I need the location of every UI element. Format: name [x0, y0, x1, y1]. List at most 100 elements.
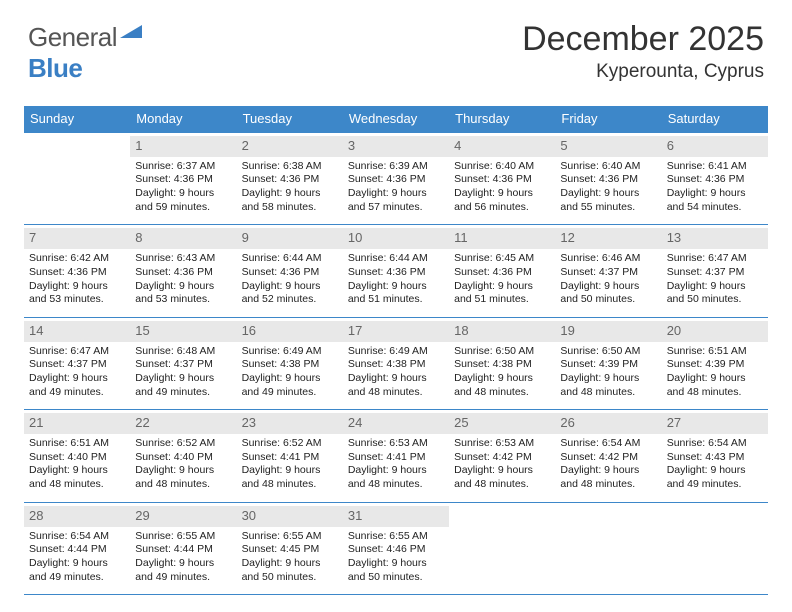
calendar-day-cell: 15Sunrise: 6:48 AMSunset: 4:37 PMDayligh… — [130, 318, 236, 409]
calendar-day-cell: 31Sunrise: 6:55 AMSunset: 4:46 PMDayligh… — [343, 503, 449, 594]
day-number: 3 — [343, 136, 449, 157]
day-number: 2 — [237, 136, 343, 157]
daylight-text-1: Daylight: 9 hours — [348, 464, 444, 478]
sunset-text: Sunset: 4:36 PM — [667, 173, 763, 187]
sunrise-text: Sunrise: 6:37 AM — [135, 160, 231, 174]
daylight-text-2: and 50 minutes. — [242, 571, 338, 585]
day-number: 19 — [555, 321, 661, 342]
daylight-text-2: and 48 minutes. — [667, 386, 763, 400]
day-number: 29 — [130, 506, 236, 527]
daylight-text-1: Daylight: 9 hours — [667, 280, 763, 294]
daylight-text-1: Daylight: 9 hours — [348, 372, 444, 386]
sunrise-text: Sunrise: 6:40 AM — [454, 160, 550, 174]
daylight-text-1: Daylight: 9 hours — [135, 187, 231, 201]
sunset-text: Sunset: 4:37 PM — [29, 358, 125, 372]
daylight-text-2: and 50 minutes. — [667, 293, 763, 307]
day-number: 22 — [130, 413, 236, 434]
sunrise-text: Sunrise: 6:52 AM — [135, 437, 231, 451]
calendar-day-cell: 18Sunrise: 6:50 AMSunset: 4:38 PMDayligh… — [449, 318, 555, 409]
sunset-text: Sunset: 4:38 PM — [454, 358, 550, 372]
day-number: 11 — [449, 228, 555, 249]
weekday-header: Friday — [555, 106, 661, 133]
day-number: 15 — [130, 321, 236, 342]
logo-word-2: Blue — [28, 53, 82, 83]
calendar-day-cell: 1Sunrise: 6:37 AMSunset: 4:36 PMDaylight… — [130, 133, 236, 224]
day-number: 28 — [24, 506, 130, 527]
weekday-header: Monday — [130, 106, 236, 133]
daylight-text-2: and 58 minutes. — [242, 201, 338, 215]
daylight-text-2: and 48 minutes. — [242, 478, 338, 492]
weekday-header-row: SundayMondayTuesdayWednesdayThursdayFrid… — [24, 106, 768, 133]
page-header: December 2025 Kyperounta, Cyprus — [522, 20, 764, 83]
sunset-text: Sunset: 4:36 PM — [135, 266, 231, 280]
calendar-day-cell: 5Sunrise: 6:40 AMSunset: 4:36 PMDaylight… — [555, 133, 661, 224]
sunset-text: Sunset: 4:38 PM — [348, 358, 444, 372]
daylight-text-1: Daylight: 9 hours — [560, 280, 656, 294]
sunrise-text: Sunrise: 6:55 AM — [348, 530, 444, 544]
sunrise-text: Sunrise: 6:49 AM — [348, 345, 444, 359]
sunset-text: Sunset: 4:36 PM — [348, 173, 444, 187]
sunset-text: Sunset: 4:40 PM — [135, 451, 231, 465]
logo-text: GeneralBlue — [28, 22, 142, 84]
sunrise-text: Sunrise: 6:42 AM — [29, 252, 125, 266]
sunrise-text: Sunrise: 6:40 AM — [560, 160, 656, 174]
daylight-text-1: Daylight: 9 hours — [135, 372, 231, 386]
calendar-day-cell: 11Sunrise: 6:45 AMSunset: 4:36 PMDayligh… — [449, 225, 555, 316]
daylight-text-2: and 49 minutes. — [29, 571, 125, 585]
sunrise-text: Sunrise: 6:44 AM — [242, 252, 338, 266]
day-number: 12 — [555, 228, 661, 249]
month-title: December 2025 — [522, 20, 764, 59]
sunset-text: Sunset: 4:36 PM — [29, 266, 125, 280]
calendar-day-cell: 29Sunrise: 6:55 AMSunset: 4:44 PMDayligh… — [130, 503, 236, 594]
day-number: 21 — [24, 413, 130, 434]
day-number: 23 — [237, 413, 343, 434]
daylight-text-2: and 51 minutes. — [454, 293, 550, 307]
day-number: 10 — [343, 228, 449, 249]
calendar-day-cell: 23Sunrise: 6:52 AMSunset: 4:41 PMDayligh… — [237, 410, 343, 501]
daylight-text-2: and 49 minutes. — [29, 386, 125, 400]
sunset-text: Sunset: 4:44 PM — [135, 543, 231, 557]
daylight-text-1: Daylight: 9 hours — [29, 464, 125, 478]
day-number: 30 — [237, 506, 343, 527]
daylight-text-1: Daylight: 9 hours — [348, 557, 444, 571]
daylight-text-1: Daylight: 9 hours — [454, 372, 550, 386]
calendar-day-cell: 7Sunrise: 6:42 AMSunset: 4:36 PMDaylight… — [24, 225, 130, 316]
daylight-text-1: Daylight: 9 hours — [667, 187, 763, 201]
sunset-text: Sunset: 4:37 PM — [667, 266, 763, 280]
calendar-week-row: 14Sunrise: 6:47 AMSunset: 4:37 PMDayligh… — [24, 318, 768, 410]
daylight-text-2: and 48 minutes. — [348, 478, 444, 492]
day-number: 20 — [662, 321, 768, 342]
day-number: 27 — [662, 413, 768, 434]
daylight-text-1: Daylight: 9 hours — [29, 372, 125, 386]
calendar-day-cell: 24Sunrise: 6:53 AMSunset: 4:41 PMDayligh… — [343, 410, 449, 501]
sunrise-text: Sunrise: 6:41 AM — [667, 160, 763, 174]
daylight-text-2: and 48 minutes. — [454, 478, 550, 492]
daylight-text-1: Daylight: 9 hours — [348, 187, 444, 201]
calendar-grid: SundayMondayTuesdayWednesdayThursdayFrid… — [24, 106, 768, 595]
calendar-day-cell: 10Sunrise: 6:44 AMSunset: 4:36 PMDayligh… — [343, 225, 449, 316]
calendar-week-row: 7Sunrise: 6:42 AMSunset: 4:36 PMDaylight… — [24, 225, 768, 317]
weekday-header: Saturday — [662, 106, 768, 133]
sunrise-text: Sunrise: 6:46 AM — [560, 252, 656, 266]
daylight-text-2: and 50 minutes. — [560, 293, 656, 307]
sunrise-text: Sunrise: 6:38 AM — [242, 160, 338, 174]
daylight-text-2: and 59 minutes. — [135, 201, 231, 215]
calendar-week-row: 21Sunrise: 6:51 AMSunset: 4:40 PMDayligh… — [24, 410, 768, 502]
calendar-day-cell: 4Sunrise: 6:40 AMSunset: 4:36 PMDaylight… — [449, 133, 555, 224]
calendar-day-cell: 22Sunrise: 6:52 AMSunset: 4:40 PMDayligh… — [130, 410, 236, 501]
calendar-day-cell: 19Sunrise: 6:50 AMSunset: 4:39 PMDayligh… — [555, 318, 661, 409]
sunset-text: Sunset: 4:41 PM — [348, 451, 444, 465]
daylight-text-1: Daylight: 9 hours — [560, 187, 656, 201]
sunrise-text: Sunrise: 6:44 AM — [348, 252, 444, 266]
calendar-day-cell: 8Sunrise: 6:43 AMSunset: 4:36 PMDaylight… — [130, 225, 236, 316]
calendar-day-cell — [24, 133, 130, 224]
calendar-day-cell — [662, 503, 768, 594]
daylight-text-1: Daylight: 9 hours — [242, 280, 338, 294]
sunrise-text: Sunrise: 6:54 AM — [560, 437, 656, 451]
sunset-text: Sunset: 4:40 PM — [29, 451, 125, 465]
sunset-text: Sunset: 4:36 PM — [242, 266, 338, 280]
daylight-text-2: and 50 minutes. — [348, 571, 444, 585]
daylight-text-1: Daylight: 9 hours — [560, 464, 656, 478]
sunset-text: Sunset: 4:46 PM — [348, 543, 444, 557]
day-number: 7 — [24, 228, 130, 249]
